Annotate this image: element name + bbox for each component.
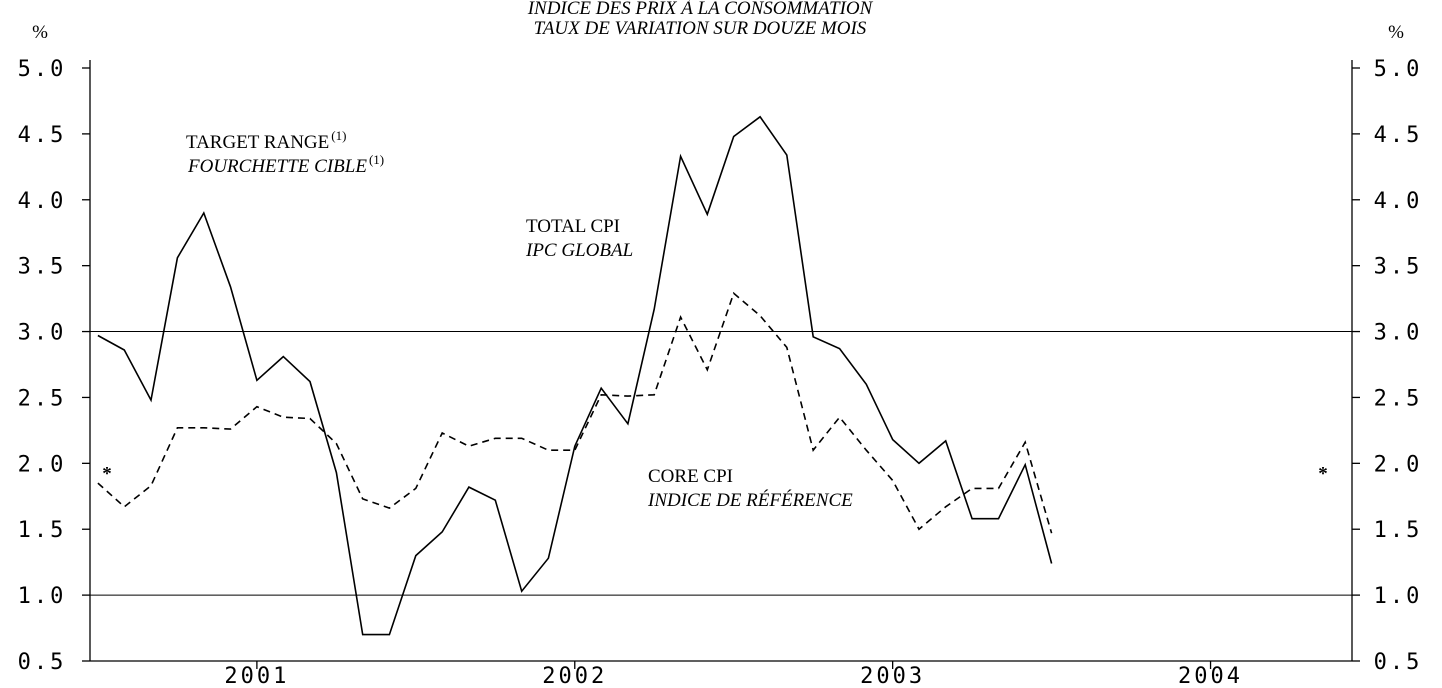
y2-tick-label: 0.5 — [1374, 650, 1423, 675]
annotation-text: IPC GLOBAL — [525, 240, 633, 261]
y2-tick-label: 3.5 — [1374, 255, 1423, 280]
series-line — [97, 291, 1053, 534]
y-unit: % — [32, 22, 48, 43]
annotation: CORE CPI — [648, 466, 733, 487]
y2-tick-label: 1.0 — [1374, 584, 1423, 609]
chart-subtitle: TAUX DE VARIATION SUR DOUZE MOIS — [534, 18, 867, 39]
annotation: FOURCHETTE CIBLE (1) — [187, 152, 384, 177]
y2-tick-label: 2.5 — [1374, 386, 1423, 411]
y2-tick-label: 4.5 — [1374, 123, 1423, 148]
chart-title: INDICE DES PRIX À LA CONSOMMATION — [527, 0, 874, 19]
y-tick-label: 4.5 — [18, 123, 67, 148]
annotation-note: (1) — [331, 128, 346, 143]
y-tick-label: 2.5 — [18, 386, 67, 411]
y2-tick-label: 4.0 — [1374, 189, 1423, 214]
x-tick-label: 2003 — [860, 664, 925, 688]
annotation-text: FOURCHETTE CIBLE — [187, 156, 367, 177]
y-tick-label: 3.5 — [18, 255, 67, 280]
annotation: TARGET RANGE (1) — [186, 128, 346, 153]
y-tick-label: 0.5 — [18, 650, 67, 675]
y2-tick-label: 5.0 — [1374, 57, 1423, 82]
annotation: INDICE DE RÉFÉRENCE — [647, 489, 853, 511]
annotation-text: TOTAL CPI — [526, 216, 620, 237]
annotation-note: (1) — [369, 152, 384, 167]
series-line — [97, 115, 1053, 636]
y2-tick-label: 3.0 — [1374, 321, 1423, 346]
x-tick-label: 2002 — [542, 664, 607, 688]
y-tick-label: 4.0 — [18, 189, 67, 214]
y-tick-label: 3.0 — [18, 321, 67, 346]
y-tick-label: 5.0 — [18, 57, 67, 82]
x-tick-label: 2001 — [224, 664, 289, 688]
x-tick-label: 2004 — [1178, 664, 1243, 688]
annotation: IPC GLOBAL — [525, 240, 633, 261]
y-tick-label: 1.0 — [18, 584, 67, 609]
marker: * — [1318, 463, 1328, 484]
y2-tick-label: 2.0 — [1374, 452, 1423, 477]
y2-tick-label: 1.5 — [1374, 518, 1423, 543]
annotation: TOTAL CPI — [526, 216, 620, 237]
y-tick-label: 1.5 — [18, 518, 67, 543]
annotation-text: CORE CPI — [648, 466, 733, 487]
marker: * — [102, 463, 112, 484]
y-tick-label: 2.0 — [18, 452, 67, 477]
annotation-text: INDICE DE RÉFÉRENCE — [647, 489, 853, 511]
annotation-text: TARGET RANGE — [186, 132, 329, 153]
y2-unit: % — [1388, 22, 1404, 43]
